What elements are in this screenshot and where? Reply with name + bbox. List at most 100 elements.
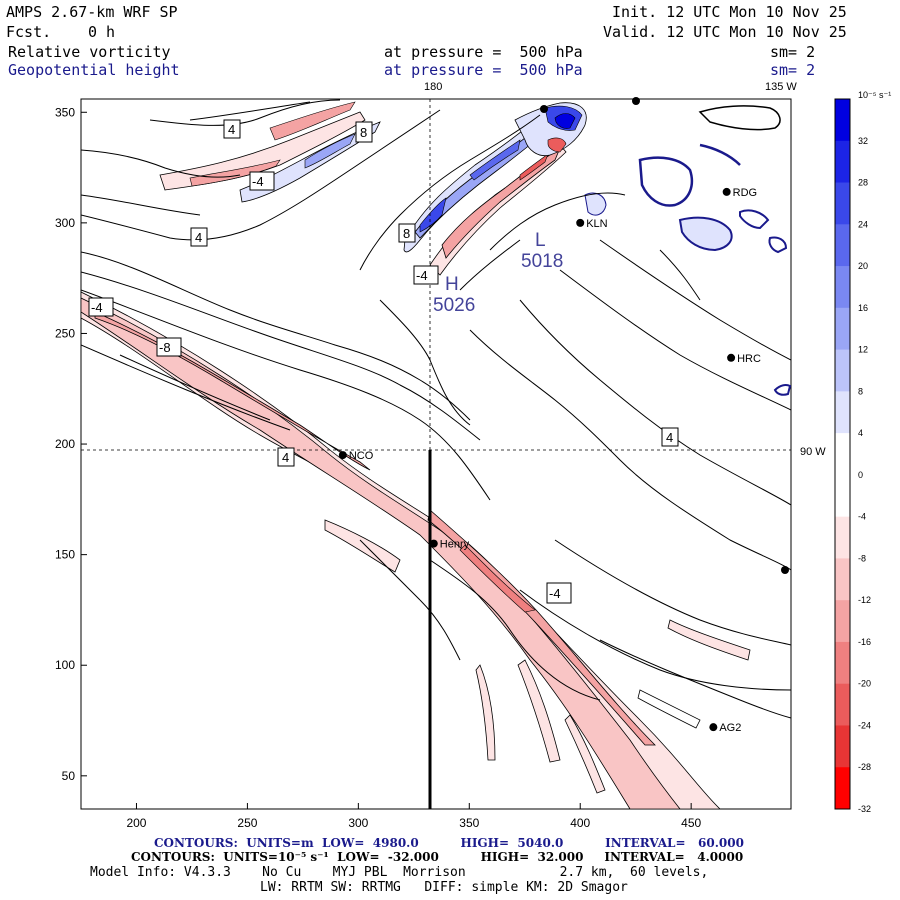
station-dot [540, 105, 548, 113]
colorbar-segment [835, 641, 850, 685]
colorbar-segment [835, 99, 850, 142]
station-dot [727, 353, 736, 362]
svg-text:-4: -4 [549, 586, 561, 601]
y-tick-label: 50 [62, 769, 76, 783]
svg-text:-4: -4 [91, 300, 103, 315]
field2-pressure: at pressure = 500 hPa [384, 61, 583, 79]
colorbar-label: -24 [858, 720, 871, 730]
contour-label: 8 [355, 121, 373, 143]
colorbar-label: 16 [858, 303, 868, 313]
valid-time: Valid. 12 UTC Mon 10 Nov 25 [603, 23, 847, 41]
station-markers: NCO Henry RDG HRC AG2 KLN [338, 187, 761, 734]
colorbar-segment [835, 140, 850, 184]
station-label: HRC [737, 353, 761, 365]
station-label: KLN [586, 218, 607, 230]
station-dot [722, 187, 731, 196]
colorbar-label: -8 [858, 553, 866, 563]
colorbar-label: -4 [858, 512, 866, 522]
forecast-label: Fcst. [6, 23, 52, 41]
low-marker: L [535, 230, 546, 251]
contour-label: 8 [398, 223, 416, 243]
colorbar-segment [835, 516, 850, 559]
init-time: Init. 12 UTC Mon 10 Nov 25 [612, 3, 847, 21]
vorticity-field [81, 99, 791, 809]
colorbar-segment [835, 725, 850, 768]
colorbar-segment [835, 474, 850, 518]
colorbar-segment [835, 558, 850, 601]
station-label: Henry [440, 539, 470, 551]
lon-label-180: 180 [424, 81, 442, 93]
footer-physics-info: LW: RRTM SW: RRTMG DIFF: simple KM: 2D S… [260, 880, 628, 895]
svg-text:4: 4 [228, 122, 235, 137]
contour-label: -4 [546, 582, 572, 604]
x-tick-label: 250 [237, 816, 257, 830]
colorbar-label: -20 [858, 679, 871, 689]
colorbar-label: 8 [858, 386, 863, 396]
colorbar-label: 0 [858, 470, 863, 480]
height-contour [699, 143, 741, 166]
colorbar-segment [835, 391, 850, 434]
colorbar-segment [835, 683, 850, 726]
lower-negative-features [324, 519, 751, 794]
footer-vorticity-contours: CONTOURS: UNITS=10⁻⁵ s⁻¹ LOW= -32.000 HI… [131, 850, 744, 864]
contour-labels: 4 8 -4 4 8 -4 -4 -8 4 4 -4 [88, 119, 679, 604]
colorbar-segment [835, 349, 850, 392]
x-tick-label: 350 [459, 816, 479, 830]
y-axis-ticks: 300 250 200 150 100 50 350 [55, 105, 87, 783]
station-label: AG2 [719, 722, 741, 734]
colorbar-segment [835, 182, 850, 225]
high-marker: H [445, 274, 459, 295]
mid-vorticity-bands [403, 109, 567, 276]
footer-height-contours: CONTOURS: UNITS=m LOW= 4980.0 HIGH= 5040… [154, 836, 744, 850]
x-tick-label: 400 [570, 816, 590, 830]
colorbar-frame [834, 98, 851, 810]
colorbar-label: -28 [858, 762, 871, 772]
svg-text:-4: -4 [252, 174, 264, 189]
colorbar-segment [835, 600, 850, 643]
svg-text:4: 4 [666, 430, 673, 445]
lat-label-90w: 90 W [800, 446, 826, 458]
model-title: AMPS 2.67-km WRF SP [6, 3, 178, 21]
station-dot [781, 566, 789, 574]
contour-label: 4 [661, 427, 679, 447]
lon-label-135w: 135 W [765, 81, 797, 93]
forecast-value: 0 h [88, 23, 116, 41]
station-label: NCO [349, 450, 374, 462]
x-tick-label: 300 [348, 816, 368, 830]
contour-label: -4 [249, 171, 275, 191]
negative-vorticity-band [81, 291, 721, 809]
colorbar-unit: 10⁻⁵ s⁻¹ [858, 90, 891, 100]
x-tick-label: 450 [681, 816, 701, 830]
station-dot [632, 97, 640, 105]
field1-pressure: at pressure = 500 hPa [384, 43, 583, 61]
colorbar-label: 24 [858, 219, 868, 229]
colorbar-label: 4 [858, 428, 863, 438]
colorbar-label: -12 [858, 595, 871, 605]
contour-label: 4 [277, 447, 295, 467]
x-tick-label: 200 [126, 816, 146, 830]
contour-label: -4 [88, 297, 114, 317]
contour-label: -8 [156, 337, 182, 357]
svg-text:-8: -8 [159, 340, 171, 355]
y-tick-label: 150 [55, 548, 75, 562]
complex-terrain-region [514, 102, 791, 396]
colorbar-label: -32 [858, 804, 871, 814]
colorbar-segment [835, 266, 850, 309]
colorbar-segment [835, 767, 850, 810]
y-tick-label: 300 [55, 216, 75, 230]
field1-name: Relative vorticity [8, 43, 171, 61]
station-dot [338, 451, 347, 460]
footer-model-info: Model Info: V4.3.3 No Cu MYJ PBL Morriso… [90, 865, 709, 880]
contour-lines [81, 99, 791, 719]
field2-smoothing: sm= 2 [770, 61, 816, 79]
field2-name: Geopotential height [8, 61, 180, 79]
colorbar-label: 32 [858, 136, 868, 146]
svg-text:8: 8 [360, 125, 367, 140]
station-dot [576, 218, 585, 227]
svg-text:4: 4 [282, 450, 289, 465]
high-value: 5026 [433, 295, 475, 316]
colorbar-label: 28 [858, 178, 868, 188]
svg-text:-4: -4 [416, 268, 428, 283]
svg-text:8: 8 [403, 226, 410, 241]
